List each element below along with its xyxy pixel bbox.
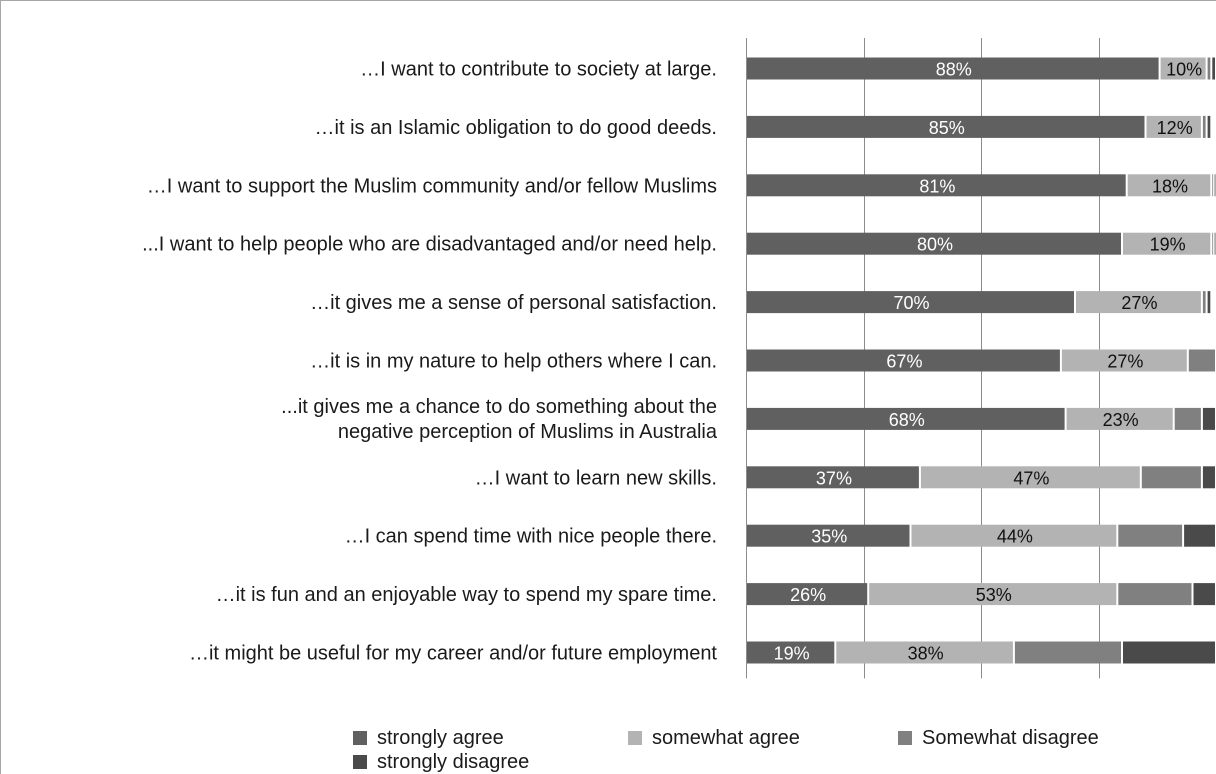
bar-strongly-disagree-0 — [1212, 57, 1215, 80]
data-label-somewhat-agree-9: 53% — [976, 585, 1012, 605]
bar-strongly-agree-1 — [747, 115, 1145, 138]
bar-somewhat-agree-5 — [1061, 349, 1187, 372]
bar-strongly-disagree-7 — [1202, 466, 1215, 489]
bar-strongly-agree-2 — [747, 174, 1126, 197]
category-label-4: …it gives me a sense of personal satisfa… — [310, 292, 717, 314]
data-label-strongly-agree-4: 70% — [893, 293, 929, 313]
data-label-strongly-agree-7: 37% — [816, 468, 852, 488]
bar-somewhat-disagree-0 — [1207, 57, 1211, 80]
data-label-somewhat-agree-10: 38% — [908, 644, 944, 664]
data-label-strongly-agree-10: 19% — [774, 644, 810, 664]
bar-strongly-disagree-10 — [1123, 641, 1215, 664]
category-label-0: …I want to contribute to society at larg… — [360, 59, 717, 81]
category-label-3: ...I want to help people who are disadva… — [142, 234, 717, 256]
data-label-somewhat-agree-3: 19% — [1150, 235, 1186, 255]
bar-strongly-disagree-8 — [1184, 524, 1215, 547]
bar-somewhat-disagree-2 — [1212, 174, 1214, 197]
bar-strongly-disagree-6 — [1202, 407, 1215, 430]
legend-label-somewhat-agree: somewhat agree — [652, 727, 800, 749]
bar-somewhat-disagree-8 — [1118, 524, 1183, 547]
bar-strongly-disagree-1 — [1207, 115, 1211, 138]
bar-somewhat-disagree-1 — [1202, 115, 1206, 138]
bar-strongly-agree-7 — [747, 466, 919, 489]
legend-swatch-strongly-agree — [353, 731, 367, 745]
bar-strongly-disagree-9 — [1193, 583, 1215, 606]
bar-somewhat-agree-7 — [920, 466, 1140, 489]
bar-somewhat-disagree-7 — [1141, 466, 1201, 489]
bar-strongly-agree-10 — [747, 641, 835, 664]
bar-somewhat-agree-9 — [869, 583, 1117, 606]
bar-somewhat-agree-2 — [1127, 174, 1211, 197]
bar-strongly-agree-5 — [747, 349, 1060, 372]
bar-somewhat-disagree-6 — [1174, 407, 1201, 430]
data-label-strongly-agree-8: 35% — [811, 527, 847, 547]
bar-somewhat-agree-1 — [1146, 115, 1201, 138]
data-label-strongly-agree-6: 68% — [889, 410, 925, 430]
bar-strongly-agree-3 — [747, 232, 1121, 255]
data-label-strongly-agree-2: 81% — [919, 176, 955, 196]
category-label-7: …I want to learn new skills. — [475, 467, 717, 489]
bar-strongly-disagree-4 — [1207, 291, 1211, 314]
legend-label-somewhat-disagree: Somewhat disagree — [922, 727, 1099, 749]
bar-somewhat-agree-10 — [836, 641, 1013, 664]
category-label-1: …it is an Islamic obligation to do good … — [315, 117, 717, 139]
data-label-strongly-agree-3: 80% — [917, 235, 953, 255]
bar-somewhat-agree-6 — [1066, 407, 1173, 430]
bar-somewhat-disagree-4 — [1202, 291, 1206, 314]
bar-somewhat-disagree-10 — [1014, 641, 1121, 664]
category-label-9: …it is fun and an enjoyable way to spend… — [216, 584, 717, 606]
bar-somewhat-disagree-5 — [1188, 349, 1215, 372]
data-label-somewhat-agree-0: 10% — [1166, 60, 1202, 80]
legend-swatch-somewhat-disagree — [898, 731, 912, 745]
bar-somewhat-agree-3 — [1123, 232, 1211, 255]
bar-strongly-agree-6 — [747, 407, 1065, 430]
data-label-strongly-agree-5: 67% — [886, 352, 922, 372]
category-label-8: …I can spend time with nice people there… — [345, 526, 717, 548]
bar-strongly-disagree-2 — [1214, 174, 1216, 197]
category-label-6-line1: ...it gives me a chance to do something … — [281, 396, 717, 418]
data-label-somewhat-agree-1: 12% — [1157, 118, 1193, 138]
legend-label-strongly-disagree: strongly disagree — [377, 751, 530, 773]
category-label-10: …it might be useful for my career and/or… — [189, 643, 717, 665]
data-label-strongly-agree-9: 26% — [790, 585, 826, 605]
data-label-somewhat-agree-8: 44% — [997, 527, 1033, 547]
legend-strongly-disagree: strongly disagree — [353, 750, 529, 774]
bar-somewhat-agree-4 — [1076, 291, 1201, 314]
bar-strongly-agree-0 — [747, 57, 1159, 80]
bar-strongly-disagree-3 — [1214, 232, 1216, 255]
bar-somewhat-agree-0 — [1160, 57, 1206, 80]
category-label-5: …it is in my nature to help others where… — [310, 351, 717, 373]
bar-somewhat-agree-8 — [911, 524, 1117, 547]
data-label-somewhat-agree-2: 18% — [1152, 176, 1188, 196]
bar-somewhat-disagree-9 — [1118, 583, 1192, 606]
category-label-2: …I want to support the Muslim community … — [147, 175, 717, 197]
legend-somewhat-disagree: Somewhat disagree — [898, 726, 1099, 750]
legend-swatch-strongly-disagree — [353, 755, 367, 769]
bar-somewhat-disagree-3 — [1212, 232, 1214, 255]
bar-strongly-agree-8 — [747, 524, 910, 547]
data-label-somewhat-agree-6: 23% — [1103, 410, 1139, 430]
data-label-somewhat-agree-7: 47% — [1013, 468, 1049, 488]
bar-strongly-agree-9 — [747, 583, 868, 606]
data-label-strongly-agree-1: 85% — [929, 118, 965, 138]
bar-strongly-agree-4 — [747, 291, 1074, 314]
legend-label-strongly-agree: strongly agree — [377, 727, 504, 749]
category-label-6-line2: negative perception of Muslims in Austra… — [338, 421, 718, 443]
legend-swatch-somewhat-agree — [628, 731, 642, 745]
data-label-somewhat-agree-4: 27% — [1121, 293, 1157, 313]
legend-somewhat-agree: somewhat agree — [628, 726, 800, 750]
data-label-strongly-agree-0: 88% — [936, 60, 972, 80]
legend-strongly-agree: strongly agree — [353, 726, 504, 750]
data-label-somewhat-agree-5: 27% — [1107, 352, 1143, 372]
